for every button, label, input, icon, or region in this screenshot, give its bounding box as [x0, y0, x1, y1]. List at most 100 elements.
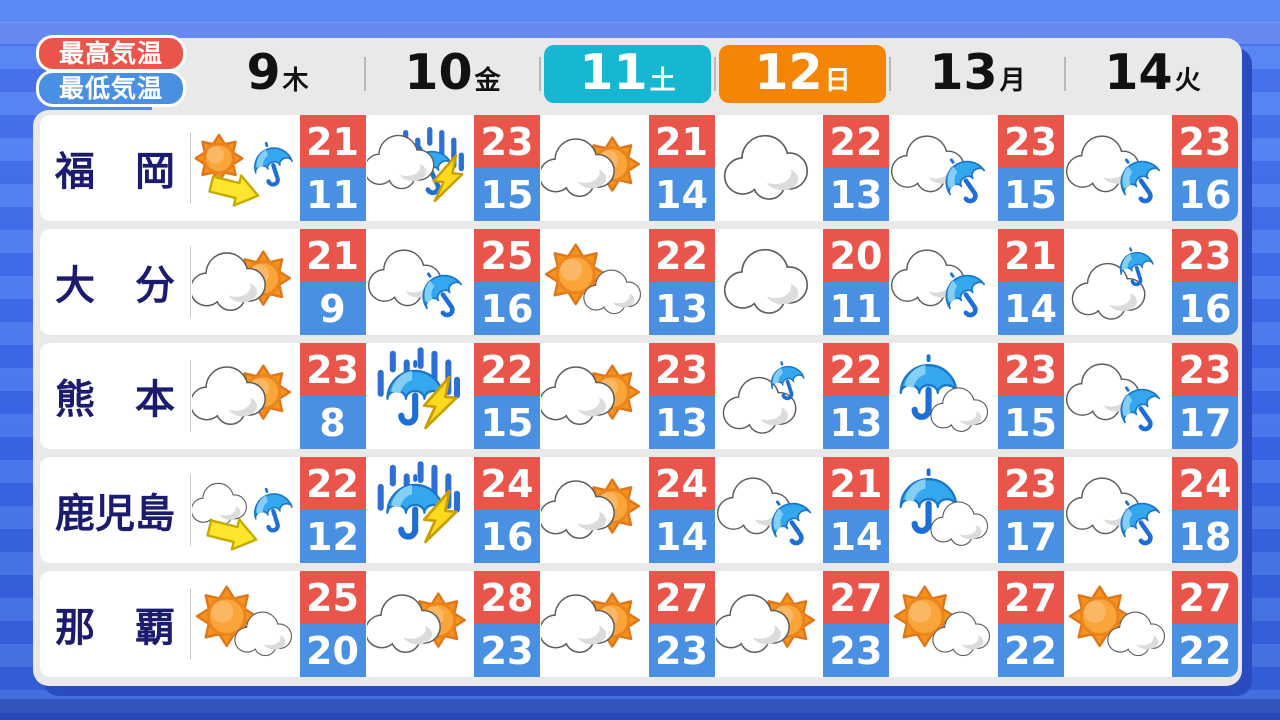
low-temp: 13	[648, 396, 715, 449]
forecast-cell: 23 15	[889, 343, 1064, 449]
temperature-block: 27 22	[1172, 571, 1238, 677]
day-header-13: 13 月	[889, 38, 1065, 110]
low-temp: 20	[299, 624, 366, 677]
umbrella-over-cloud-icon	[722, 361, 805, 434]
high-temp: 22	[823, 343, 889, 396]
temperature-block: 25 20	[299, 571, 366, 677]
weather-icon-box	[889, 457, 998, 563]
rain-thunder-icon	[377, 461, 460, 544]
weather-icon-box	[540, 343, 649, 449]
day-pill: 11 土	[544, 45, 711, 103]
low-temp: 14	[648, 510, 715, 563]
city-row: 那 覇 25 20 28 23 27 23 27 23 27 22 27 22	[40, 571, 1238, 677]
day-header-row: 9 木 10 金 11 土 12 日 13 月 14 火	[190, 38, 1240, 110]
low-temp: 14	[997, 282, 1064, 335]
cloud-sun-icon	[541, 478, 641, 540]
umbrella-cloud-icon	[899, 468, 989, 546]
cloud-umbrella-icon	[367, 249, 462, 318]
forecast-cell: 25 16	[366, 229, 540, 335]
temperature-block: 23 15	[997, 115, 1064, 221]
temperature-block: 23 8	[299, 343, 366, 449]
forecast-cell: 25 20	[191, 571, 366, 677]
high-temp: 24	[474, 457, 540, 510]
temperature-block: 22 13	[823, 115, 889, 221]
forecast-cell: 21 9	[191, 229, 366, 335]
low-temp: 23	[823, 624, 889, 677]
weather-icon-box	[1064, 571, 1173, 677]
day-weekday: 日	[824, 66, 851, 96]
low-temp: 15	[997, 168, 1064, 221]
low-temp: 16	[474, 510, 540, 563]
high-temp: 23	[997, 457, 1064, 510]
cloud-umbrella-icon	[891, 135, 986, 204]
day-pill: 12 日	[719, 45, 886, 103]
day-header-12: 12 日	[714, 38, 890, 110]
city-row: 熊 本 23 8 22 15 23 13 22 13 23 15 23 17	[40, 343, 1238, 449]
forecast-cell: 23 16	[1064, 229, 1238, 335]
forecast-cell: 23 16	[1064, 115, 1238, 221]
sun-then-umbrella-icon	[194, 133, 294, 207]
high-temp: 27	[997, 571, 1064, 624]
temperature-block: 24 14	[648, 457, 715, 563]
high-temp: 27	[648, 571, 715, 624]
forecast-cell: 23 15	[366, 115, 540, 221]
low-temp: 8	[299, 396, 366, 449]
weather-icon-box	[191, 115, 300, 221]
city-name: 大 分	[55, 263, 175, 309]
temperature-block: 27 23	[823, 571, 889, 677]
high-temp: 23	[648, 343, 715, 396]
weather-icon-box	[366, 343, 475, 449]
forecast-cell: 27 22	[1064, 571, 1238, 677]
cloud-sun-icon	[541, 364, 641, 426]
cloud-sun-icon	[192, 250, 292, 312]
cloud-umbrella-icon	[891, 249, 986, 318]
forecast-cell: 23 8	[191, 343, 366, 449]
cloud-rain-thunder-icon	[366, 126, 464, 203]
temperature-block: 23 16	[1172, 115, 1238, 221]
day-header-11: 11 土	[539, 38, 715, 110]
low-temp: 14	[823, 510, 889, 563]
weather-icon-box	[191, 571, 300, 677]
divider	[190, 360, 191, 432]
weather-icon-box	[540, 571, 649, 677]
weather-icon-box	[1064, 457, 1173, 563]
low-temp: 22	[997, 624, 1064, 677]
high-temp: 24	[1172, 457, 1238, 510]
forecast-cell: 24 16	[366, 457, 540, 563]
day-header-10: 10 金	[364, 38, 540, 110]
day-weekday: 金	[474, 66, 501, 96]
city-name: 鹿児島	[55, 491, 175, 537]
divider	[190, 132, 191, 204]
temperature-legend: 最高気温 最低気温	[36, 35, 186, 107]
high-temp: 23	[1172, 115, 1238, 168]
sun-cloud-icon	[894, 585, 991, 657]
high-temp: 25	[474, 229, 540, 282]
low-temp: 9	[299, 282, 366, 335]
cloud-icon	[723, 134, 808, 200]
cloud-umbrella-icon	[1065, 477, 1160, 546]
cloud-umbrella-icon	[716, 477, 811, 546]
day-weekday: 土	[649, 66, 676, 96]
temperature-block: 23 13	[648, 343, 715, 449]
low-temp: 13	[648, 282, 715, 335]
high-temp: 23	[299, 343, 366, 396]
forecast-cell: 23 13	[540, 343, 715, 449]
day-weekday: 火	[1174, 66, 1201, 96]
background-bottom-band	[0, 699, 1280, 720]
cloud-icon	[723, 248, 808, 314]
weather-icon-box	[889, 571, 998, 677]
weather-icon-box	[540, 457, 649, 563]
divider	[190, 246, 191, 318]
weather-icon-box	[366, 115, 475, 221]
low-temp: 15	[997, 396, 1064, 449]
day-pill: 10 金	[365, 38, 540, 110]
temperature-block: 21 11	[299, 115, 366, 221]
weather-icon-box	[1064, 229, 1173, 335]
weather-icon-box	[889, 229, 998, 335]
high-temp: 28	[474, 571, 540, 624]
low-temp: 16	[474, 282, 540, 335]
forecast-cell: 22 13	[715, 115, 889, 221]
high-temp: 27	[1172, 571, 1238, 624]
weather-icon-box	[191, 343, 300, 449]
